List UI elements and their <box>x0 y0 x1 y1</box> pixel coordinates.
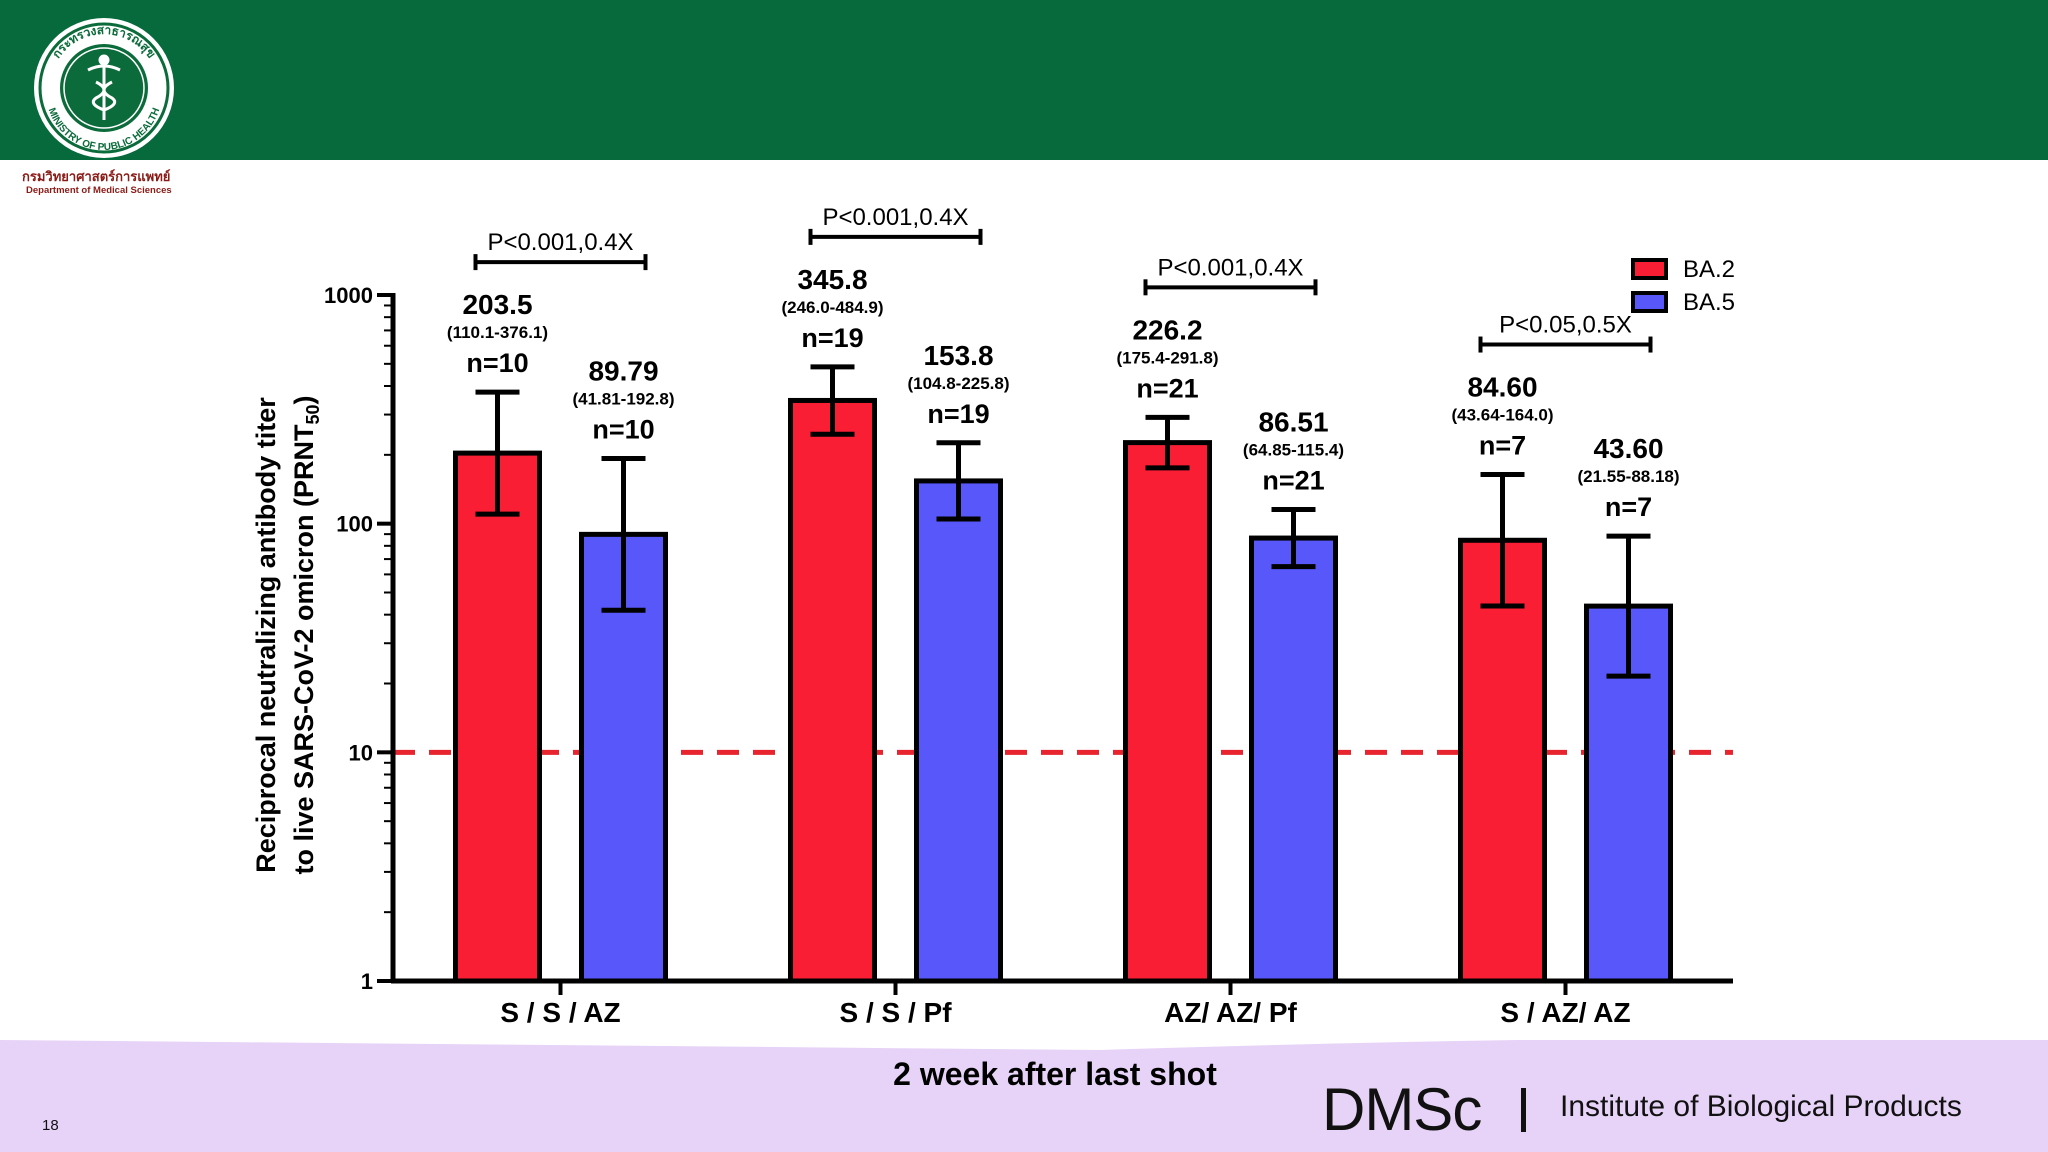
value-label: 226.2 <box>1132 314 1202 345</box>
bar-ba2-3 <box>1123 440 1212 984</box>
header-band <box>0 0 2048 160</box>
bar-ba2-2 <box>788 397 877 984</box>
footer-divider <box>1521 1088 1526 1132</box>
footer-band <box>0 1040 2048 1152</box>
legend-swatch-ba2 <box>1631 258 1668 280</box>
significance-label: P<0.001,0.4X <box>487 229 633 256</box>
value-label: 86.51 <box>1258 406 1328 437</box>
x-tick-label: S / S / AZ <box>500 997 620 1028</box>
bar-ba2-1 <box>453 450 542 984</box>
ci-label: (21.55-88.18) <box>1577 467 1679 486</box>
footer-institute: Institute of Biological Products <box>1560 1090 1962 1123</box>
ci-label: (110.1-376.1) <box>447 323 548 342</box>
ci-label: (41.81-192.8) <box>572 389 674 408</box>
n-label: n=10 <box>466 348 528 378</box>
ci-label: (175.4-291.8) <box>1116 348 1218 367</box>
value-label: 203.5 <box>462 289 532 320</box>
value-label: 43.60 <box>1593 433 1663 464</box>
bar-ba5-3 <box>1249 535 1338 984</box>
value-label: 345.8 <box>797 264 867 295</box>
significance-label: P<0.001,0.4X <box>1157 254 1303 281</box>
x-tick-label: S / S / Pf <box>839 997 952 1028</box>
ci-label: (43.64-164.0) <box>1451 406 1553 425</box>
value-label: 89.79 <box>588 355 658 386</box>
chart-legend: BA.2 BA.5 <box>1631 256 1735 316</box>
significance-label: P<0.001,0.4X <box>822 204 968 231</box>
n-label: n=19 <box>801 323 863 353</box>
org-name-thai: กรมวิทยาศาสตร์การแพทย์ <box>22 169 171 184</box>
n-label: n=10 <box>592 414 654 444</box>
y-tick-label: 1000 <box>324 283 373 308</box>
legend-swatch-ba5 <box>1631 291 1668 313</box>
n-label: n=19 <box>927 399 989 429</box>
y-axis-title-line1: Reciprocal neutralizing antibody titer <box>251 397 281 873</box>
y-axis-title-line2: to live SARS-CoV-2 omicron (PRNT50) <box>289 395 323 874</box>
n-label: n=21 <box>1136 373 1198 403</box>
org-name-english: Department of Medical Sciences <box>26 185 172 196</box>
ci-label: (104.8-225.8) <box>907 374 1009 393</box>
n-label: n=21 <box>1262 465 1324 495</box>
y-tick-label: 1 <box>361 969 373 994</box>
value-label: 84.60 <box>1467 372 1537 403</box>
ci-label: (64.85-115.4) <box>1243 440 1344 459</box>
x-axis-title: 2 week after last shot <box>893 1056 1217 1092</box>
ci-label: (246.0-484.9) <box>781 298 883 317</box>
ministry-logo: กระทรวงสาธารณสุข MINISTRY OF PUBLIC HEAL… <box>18 12 188 202</box>
bar-ba5-2 <box>914 478 1003 984</box>
y-tick-label: 10 <box>349 740 373 765</box>
n-label: n=7 <box>1479 431 1526 461</box>
footer-brand: DMSc <box>1322 1076 1482 1143</box>
y-axis-title: Reciprocal neutralizing antibody titer t… <box>251 395 323 874</box>
legend-label-ba5: BA.5 <box>1683 289 1735 316</box>
y-tick-label: 100 <box>336 512 373 537</box>
value-label: 153.8 <box>923 340 993 371</box>
legend-label-ba2: BA.2 <box>1683 256 1735 283</box>
x-tick-label: AZ/ AZ/ Pf <box>1164 997 1297 1028</box>
x-tick-label: S / AZ/ AZ <box>1500 997 1630 1028</box>
significance-label: P<0.05,0.5X <box>1499 312 1632 339</box>
page-number: 18 <box>42 1117 59 1134</box>
caduceus-icon <box>87 54 121 120</box>
n-label: n=7 <box>1605 492 1652 522</box>
